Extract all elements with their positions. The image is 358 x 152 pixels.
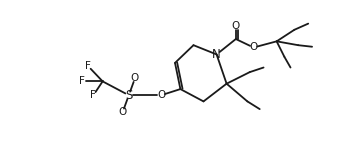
- Text: O: O: [118, 107, 127, 117]
- Text: O: O: [250, 43, 258, 52]
- Text: O: O: [157, 90, 165, 100]
- Text: O: O: [131, 73, 139, 83]
- Text: S: S: [125, 89, 132, 102]
- Text: O: O: [232, 21, 240, 31]
- Text: N: N: [212, 48, 221, 61]
- Text: F: F: [79, 76, 85, 86]
- Text: F: F: [85, 61, 91, 71]
- Text: F: F: [91, 90, 96, 100]
